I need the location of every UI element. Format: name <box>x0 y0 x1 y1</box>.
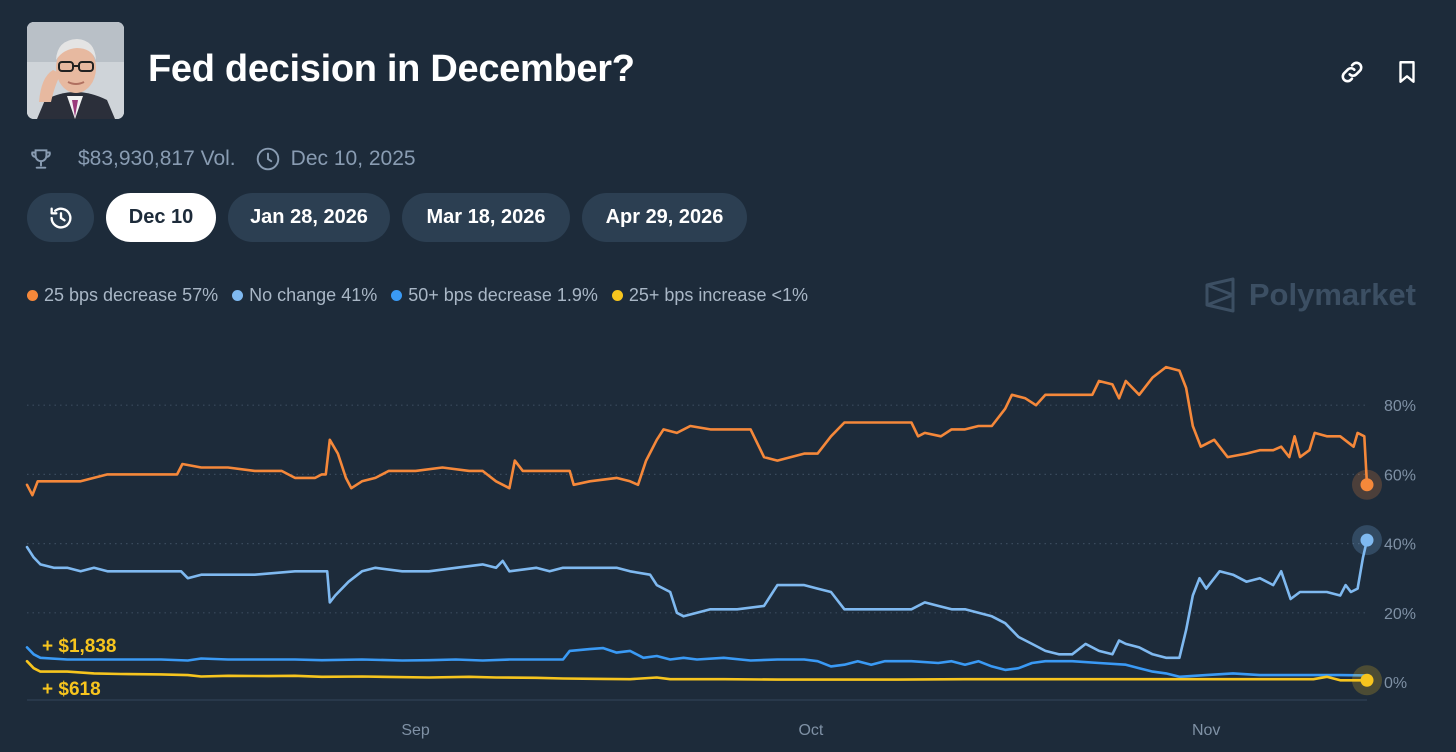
series-line-2 <box>25 646 1369 679</box>
y-tick-label: 60% <box>1384 467 1416 484</box>
tab-dec-10[interactable]: Dec 10 <box>106 193 216 242</box>
brand-text: Polymarket <box>1248 277 1416 312</box>
legend-dot <box>232 290 244 301</box>
tab-jan-28-2026[interactable]: Jan 28, 2026 <box>228 193 390 242</box>
series-line-3 <box>25 659 1369 682</box>
bet-annotation: + $618 <box>42 679 101 700</box>
y-tick-label: 80% <box>1384 398 1416 415</box>
history-button[interactable] <box>27 193 94 242</box>
legend-item-25bps-increase[interactable]: 25+ bps increase <1% <box>611 285 808 306</box>
x-tick-label: Oct <box>798 722 823 739</box>
bookmark-button[interactable] <box>1391 56 1423 88</box>
end-marker-dot <box>1360 478 1374 492</box>
chart-grid <box>27 404 1367 614</box>
end-marker-dot <box>1360 533 1374 547</box>
y-tick-label: 40% <box>1384 537 1416 554</box>
bet-annotation: + $1,838 <box>42 636 117 657</box>
polymarket-logo-icon <box>1205 277 1235 313</box>
series-line-0 <box>25 365 1369 497</box>
polymarket-watermark: Polymarket <box>1203 277 1416 313</box>
legend-item-50bps-decrease[interactable]: 50+ bps decrease 1.9% <box>391 285 598 306</box>
chart-axes: 0% 20% 40% 60% 80% Sep Oct Nov <box>27 398 1416 739</box>
chart-markers <box>1352 469 1382 696</box>
date-tabs: Dec 10 Jan 28, 2026 Mar 18, 2026 Apr 29,… <box>27 193 747 242</box>
legend-label: 50+ bps decrease 1.9% <box>408 285 598 305</box>
legend-item-no-change[interactable]: No change 41% <box>232 285 377 306</box>
legend-label: 25+ bps increase <1% <box>628 285 808 305</box>
y-tick-label: 0% <box>1384 675 1407 692</box>
chart-annotations: + $1,838 + $618 <box>42 636 117 700</box>
clock-icon <box>254 145 282 173</box>
x-tick-label: Sep <box>401 722 430 739</box>
tab-apr-29-2026[interactable]: Apr 29, 2026 <box>582 193 747 242</box>
person-portrait-icon <box>27 22 124 119</box>
legend-dot <box>391 290 403 301</box>
link-icon <box>1341 61 1363 83</box>
legend-label: 25 bps decrease 57% <box>44 285 219 305</box>
x-tick-label: Nov <box>1192 722 1220 739</box>
page-title: Fed decision in December? <box>148 48 635 90</box>
end-date-text: Dec 10, 2025 <box>290 147 416 170</box>
legend-item-25bps-decrease[interactable]: 25 bps decrease 57% <box>27 285 218 306</box>
legend-label: No change 41% <box>249 285 378 305</box>
end-marker-dot <box>1360 673 1374 687</box>
market-avatar <box>27 22 124 119</box>
tab-mar-18-2026[interactable]: Mar 18, 2026 <box>402 193 570 242</box>
chart-series <box>25 365 1369 682</box>
chart-legend: 25 bps decrease 57% No change 41% 50+ bp… <box>27 285 808 306</box>
series-line-1 <box>25 538 1369 660</box>
trophy-icon <box>27 145 55 173</box>
history-icon <box>49 207 71 229</box>
market-meta: $83,930,817 Vol. Dec 10, 2025 <box>27 144 416 174</box>
y-tick-label: 20% <box>1384 606 1416 623</box>
legend-dot <box>611 290 623 301</box>
copy-link-button[interactable] <box>1336 56 1368 88</box>
volume-text: $83,930,817 Vol. <box>78 147 236 170</box>
bookmark-icon <box>1399 61 1415 83</box>
legend-dot <box>27 290 38 301</box>
